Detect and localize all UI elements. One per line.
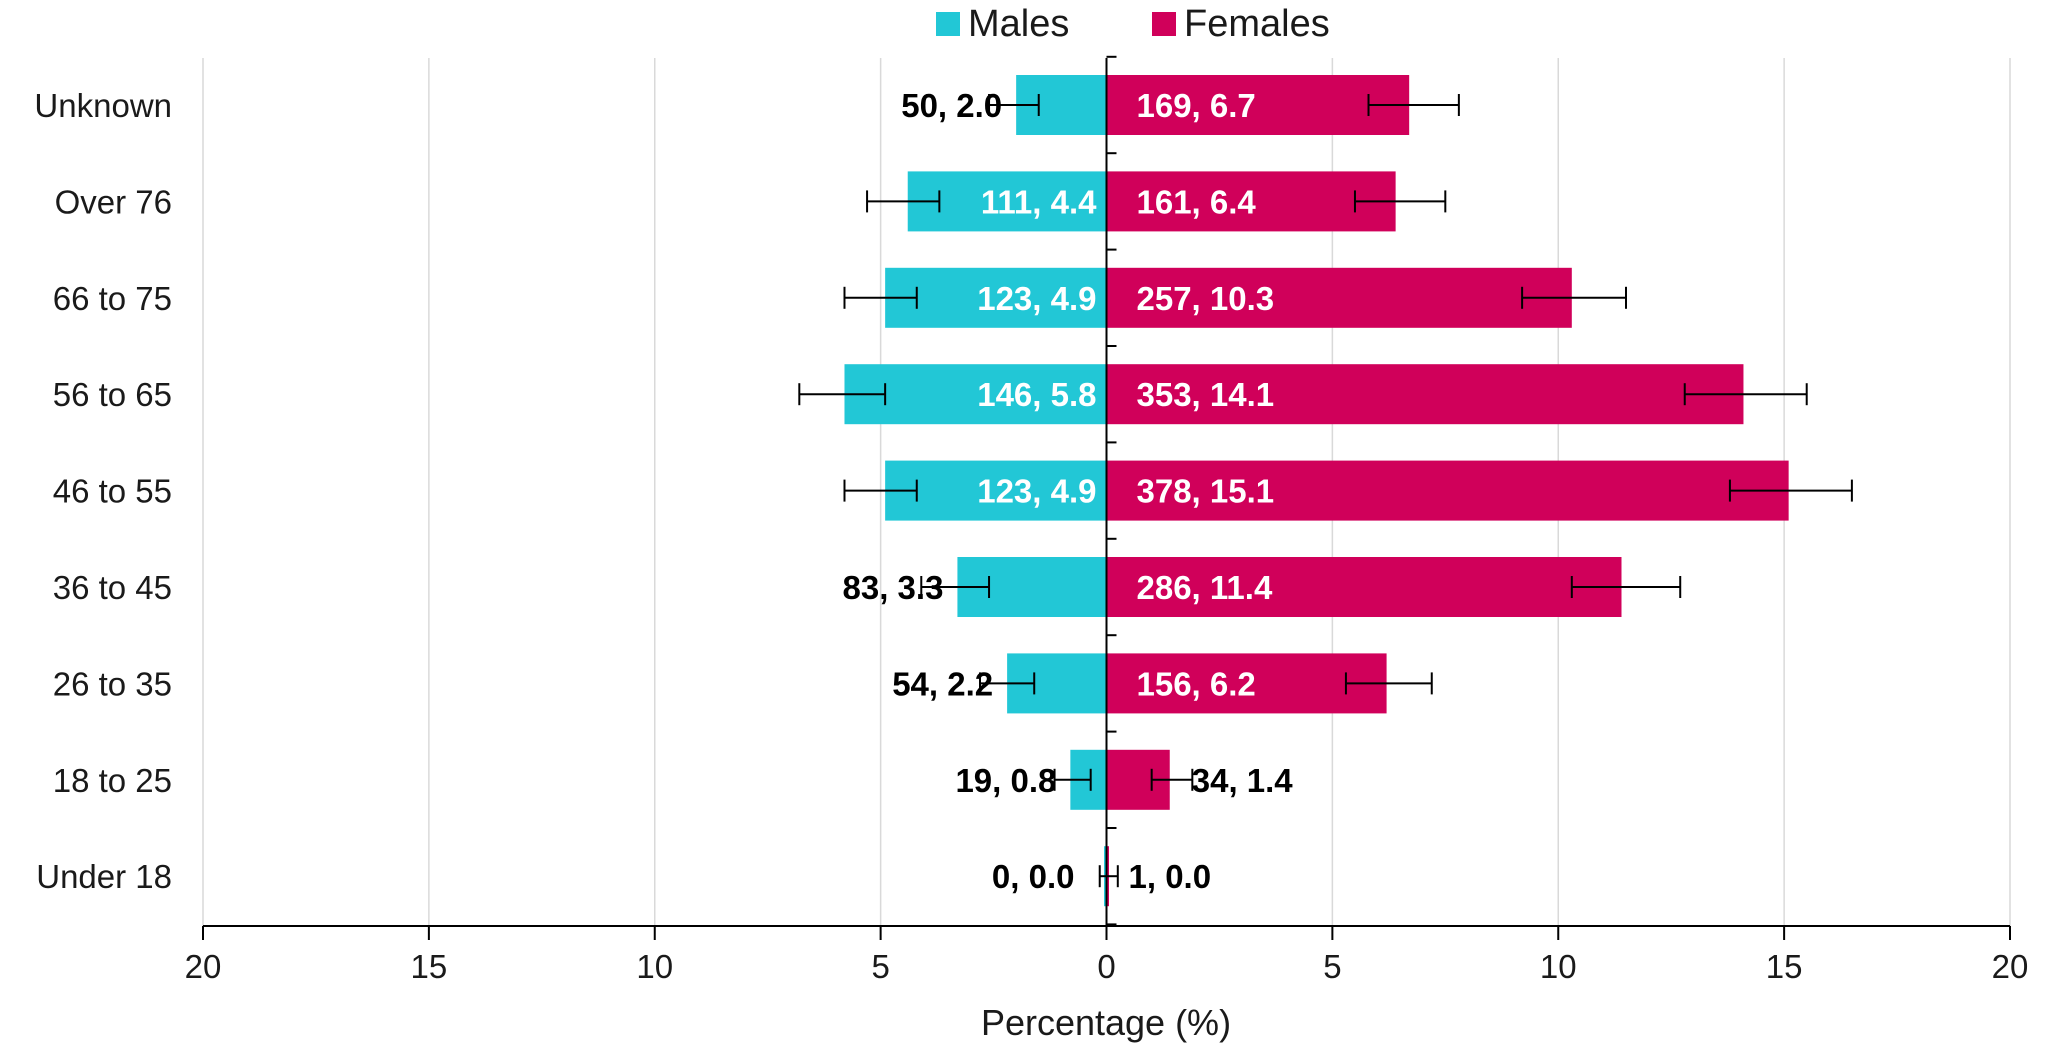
female-data-label: 34, 1.4	[1192, 762, 1294, 799]
male-error-bar	[798, 383, 887, 406]
category-label: 26 to 35	[53, 665, 172, 702]
x-tick-label: 0	[1097, 948, 1115, 985]
x-tick-label: 5	[871, 948, 889, 985]
legend-label: Males	[968, 3, 1069, 45]
category-label: 36 to 45	[53, 569, 172, 606]
male-error-bar	[843, 286, 918, 309]
female-error-bar	[1353, 190, 1447, 213]
male-error-bar	[988, 94, 1040, 116]
female-data-label: 156, 6.2	[1137, 665, 1256, 702]
female-data-label: 161, 6.4	[1137, 183, 1257, 220]
male-error-bar	[1053, 768, 1092, 791]
x-tick-label: 15	[1766, 948, 1803, 985]
female-bar	[1106, 653, 1387, 714]
male-data-label: 146, 5.8	[977, 376, 1096, 413]
female-bar	[1106, 75, 1410, 135]
male-error-bar	[979, 672, 1036, 695]
legend: Males Females	[936, 3, 1330, 45]
female-bar	[1106, 364, 1744, 425]
male-data-label: 123, 4.9	[977, 280, 1096, 317]
male-error-bar	[866, 190, 941, 213]
category-label: 18 to 25	[53, 762, 172, 799]
x-tick-label: 10	[1540, 948, 1577, 985]
female-data-label: 169, 6.7	[1137, 87, 1256, 124]
female-data-label: 257, 10.3	[1137, 280, 1275, 317]
data-labels: 50, 2.0 111, 4.4 123, 4.9 146, 5.8 123, 4.9 8…	[843, 87, 1294, 895]
female-error-bar	[1521, 286, 1628, 309]
female-data-label: 353, 14.1	[1137, 376, 1275, 413]
male-bar	[844, 364, 1107, 425]
male-error-bar	[920, 576, 991, 598]
female-data-label: 1, 0.0	[1129, 858, 1212, 895]
male-data-label: 123, 4.9	[977, 473, 1096, 510]
female-error-bar	[1683, 383, 1808, 406]
x-tick-label: 15	[411, 948, 448, 985]
male-data-label: 111, 4.4	[981, 183, 1097, 220]
male-data-label: 19, 0.8	[955, 762, 1056, 799]
male-bar	[907, 171, 1107, 232]
category-label: 56 to 65	[53, 376, 172, 413]
male-error-bar	[843, 479, 918, 502]
error-bars	[798, 94, 1853, 888]
legend-label: Females	[1184, 3, 1330, 45]
x-axis-title: Percentage (%)	[981, 1002, 1231, 1043]
female-bar	[1106, 557, 1622, 617]
male-data-label: 0, 0.0	[992, 858, 1075, 895]
female-error-bar	[1344, 672, 1433, 695]
female-error-bar	[1728, 479, 1853, 502]
category-labels: Unknown Over 76 66 to 75 56 to 65 46 to 55 36…	[34, 87, 172, 895]
x-tick-label: 20	[185, 948, 222, 985]
x-tick-label: 5	[1323, 948, 1341, 985]
legend-swatch	[936, 12, 960, 36]
male-data-label: 50, 2.0	[901, 87, 1002, 124]
legend-item-males: Males	[936, 3, 1069, 45]
bars	[844, 75, 1789, 907]
legend-item-females: Females	[1152, 3, 1330, 45]
legend-swatch	[1152, 12, 1176, 36]
category-label: Over 76	[55, 183, 172, 220]
x-tick-label: 10	[636, 948, 673, 985]
female-data-label: 378, 15.1	[1137, 473, 1275, 510]
category-label: 46 to 55	[53, 473, 172, 510]
x-axis: 20 15 10 5 0 5 10 15 20	[185, 55, 2029, 985]
female-error-bar	[1367, 94, 1460, 116]
category-label: 66 to 75	[53, 280, 172, 317]
category-label: Unknown	[34, 87, 172, 124]
male-data-label: 83, 3.3	[843, 569, 944, 606]
female-bar	[1106, 171, 1396, 232]
x-tick-label: 20	[1992, 948, 2029, 985]
female-bar	[1106, 267, 1572, 328]
male-data-label: 54, 2.2	[892, 665, 993, 702]
male-bar	[885, 267, 1107, 328]
female-error-bar	[1570, 576, 1682, 598]
category-label: Under 18	[36, 858, 172, 895]
female-error-bar	[1150, 768, 1194, 791]
female-bar	[1106, 460, 1789, 521]
female-data-label: 286, 11.4	[1137, 569, 1273, 606]
male-bar	[885, 460, 1107, 521]
